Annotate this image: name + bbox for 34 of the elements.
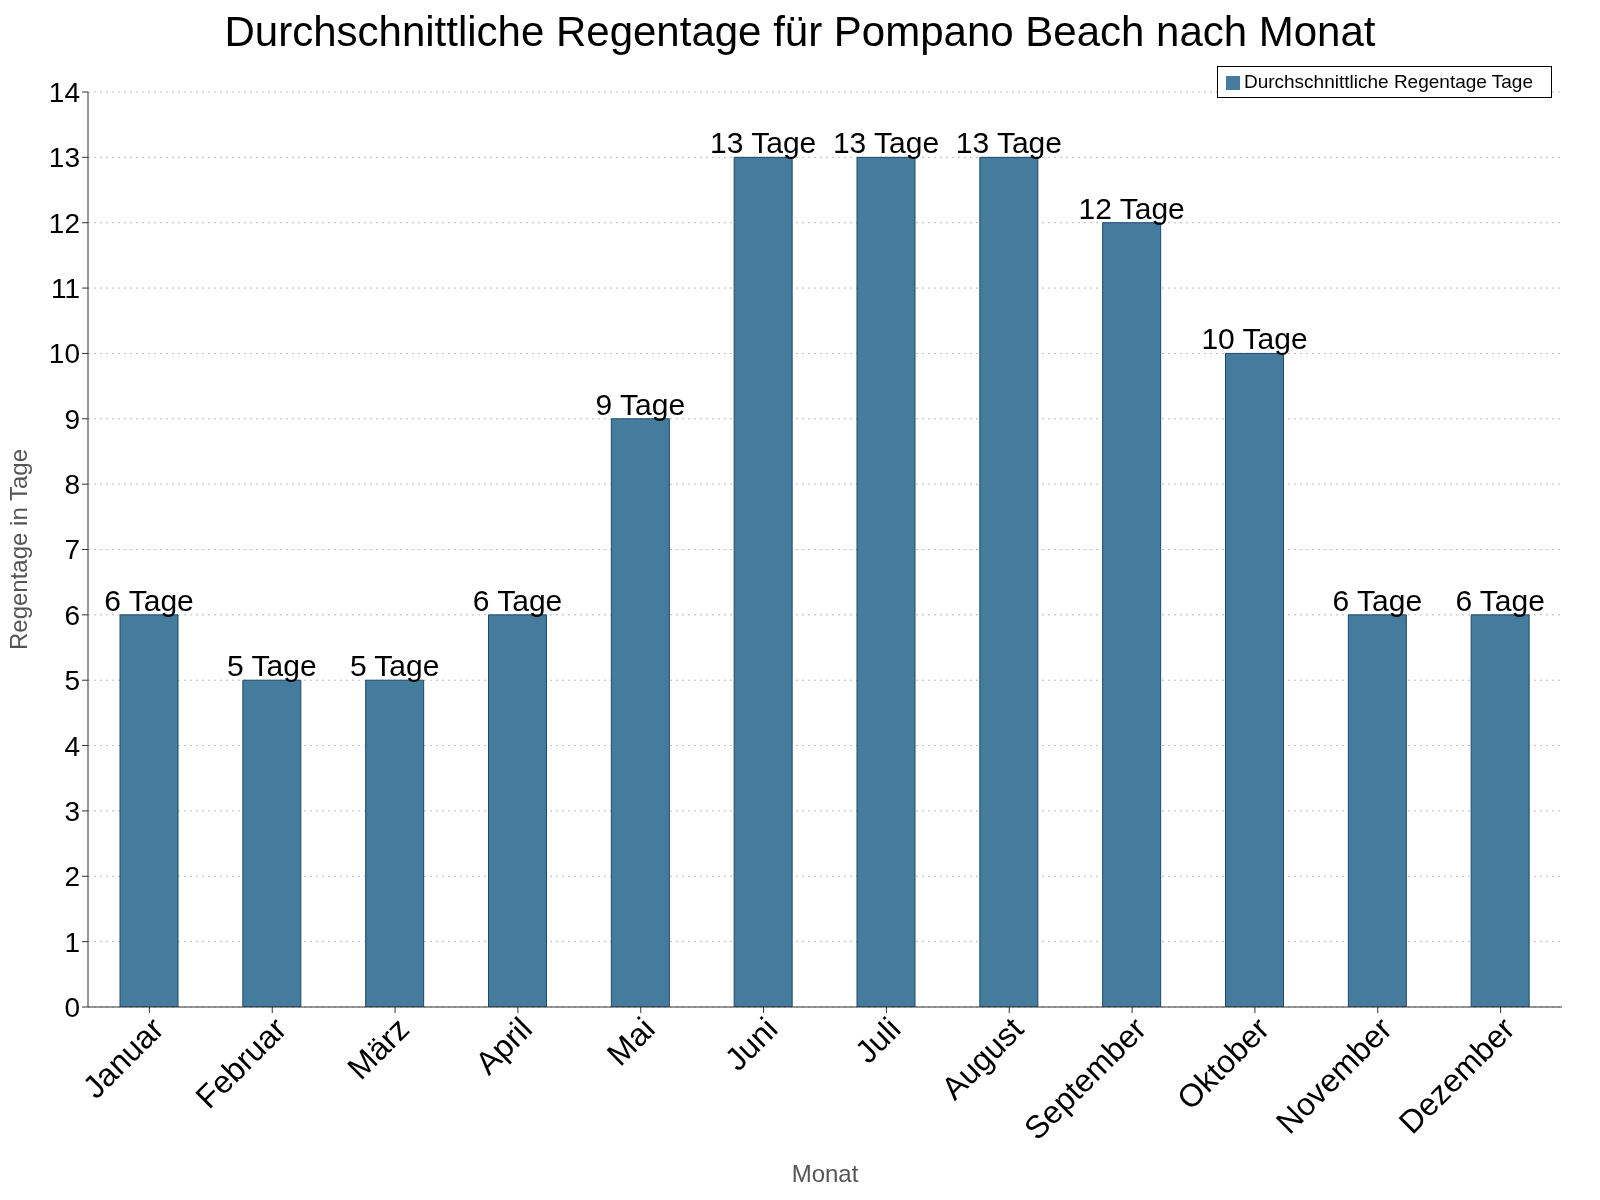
y-tick-label: 4 (64, 730, 80, 762)
data-label: 6 Tage (1455, 583, 1545, 617)
y-tick-label: 0 (64, 991, 80, 1023)
data-label: 10 Tage (1201, 322, 1308, 356)
y-tick-label: 11 (50, 273, 80, 305)
data-label: 9 Tage (595, 387, 686, 421)
y-tick-label: 6 (64, 599, 80, 631)
data-label: 5 Tage (349, 649, 440, 683)
x-tick-label: Juli (848, 1010, 908, 1070)
y-tick-label: 9 (64, 403, 80, 435)
data-label: 13 Tage (955, 126, 1062, 160)
y-tick-label: 2 (64, 861, 80, 893)
y-tick-label: 1 (64, 926, 80, 958)
y-tick-label: 5 (64, 665, 80, 697)
data-label: 12 Tage (1078, 191, 1185, 225)
y-tick-label: 10 (48, 338, 80, 370)
data-label: 5 Tage (227, 649, 317, 683)
data-label: 6 Tage (1332, 583, 1423, 617)
y-tick-label: 12 (48, 207, 80, 239)
x-axis-title: Monat (791, 1160, 859, 1187)
y-tick-label: 13 (48, 142, 80, 174)
x-tick-label: Juni (717, 1010, 785, 1078)
y-axis-title: Regentage in Tage (4, 448, 32, 651)
data-label: 13 Tage (832, 126, 940, 160)
y-tick-label: 8 (64, 469, 80, 501)
legend-label: Durchschnittliche Regentage Tage (1243, 71, 1533, 92)
x-tick-label: Mai (599, 1010, 662, 1073)
y-tick-label: 3 (64, 795, 80, 827)
y-tick-label: 7 (64, 534, 80, 566)
y-tick-label: 14 (48, 76, 80, 108)
data-label: 13 Tage (710, 126, 817, 160)
chart-title: Durchschnittliche Regentage für Pompano Beach nach Monat (223, 8, 1377, 56)
data-label: 6 Tage (472, 583, 563, 617)
data-label: 6 Tage (104, 583, 194, 617)
